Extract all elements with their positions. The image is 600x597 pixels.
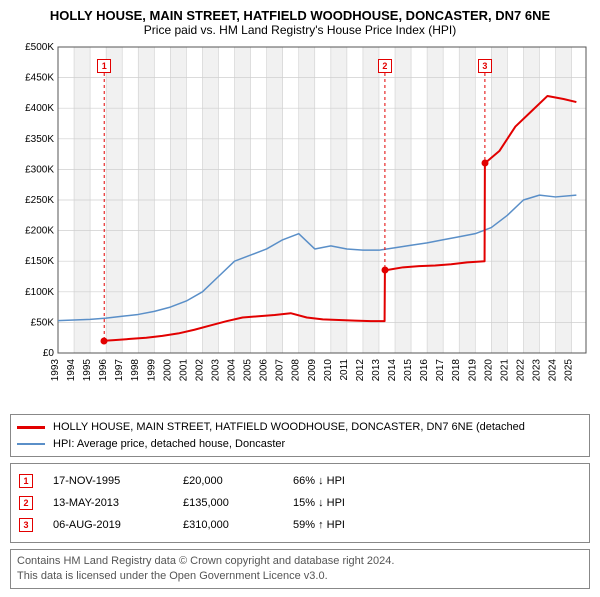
legend-swatch [17, 443, 45, 446]
svg-text:2017: 2017 [435, 359, 446, 382]
svg-text:£0: £0 [43, 348, 55, 359]
svg-text:£200K: £200K [25, 226, 54, 237]
svg-text:2022: 2022 [515, 359, 526, 382]
svg-text:2020: 2020 [483, 359, 494, 382]
table-row: 1 17-NOV-1995 £20,000 66% ↓ HPI [19, 470, 581, 492]
table-row: 3 06-AUG-2019 £310,000 59% ↑ HPI [19, 514, 581, 536]
svg-text:2008: 2008 [291, 359, 302, 382]
svg-text:2010: 2010 [323, 359, 334, 382]
svg-text:1996: 1996 [98, 359, 109, 382]
marker-box: 3 [478, 59, 492, 73]
transaction-date: 13-MAY-2013 [53, 492, 163, 514]
transaction-price: £135,000 [183, 492, 273, 514]
svg-text:1993: 1993 [50, 359, 61, 382]
transaction-price: £310,000 [183, 514, 273, 536]
transaction-marker: 2 [19, 496, 33, 510]
chart-subtitle: Price paid vs. HM Land Registry's House … [10, 23, 590, 37]
svg-text:£350K: £350K [25, 134, 54, 145]
transaction-date: 17-NOV-1995 [53, 470, 163, 492]
attribution-footer: Contains HM Land Registry data © Crown c… [10, 549, 590, 589]
transaction-delta: 15% ↓ HPI [293, 492, 403, 514]
svg-text:1999: 1999 [146, 359, 157, 382]
marker-dot [381, 267, 388, 274]
svg-text:2002: 2002 [194, 359, 205, 382]
svg-text:£100K: £100K [25, 287, 54, 298]
table-row: 2 13-MAY-2013 £135,000 15% ↓ HPI [19, 492, 581, 514]
price-chart: £0 £50K £100K £150K £200K £250K £300K £350K £400… [10, 43, 590, 408]
svg-text:£500K: £500K [25, 43, 54, 53]
transaction-delta: 66% ↓ HPI [293, 470, 403, 492]
svg-text:2011: 2011 [339, 359, 350, 381]
transaction-delta: 59% ↑ HPI [293, 514, 403, 536]
svg-text:2003: 2003 [210, 359, 221, 382]
svg-text:2001: 2001 [178, 359, 189, 382]
legend-box: HOLLY HOUSE, MAIN STREET, HATFIELD WOODH… [10, 414, 590, 457]
legend-label: HPI: Average price, detached house, Donc… [53, 436, 285, 453]
svg-text:£300K: £300K [25, 164, 54, 175]
svg-text:1994: 1994 [66, 359, 77, 382]
svg-text:2018: 2018 [451, 359, 462, 382]
footer-line: This data is licensed under the Open Gov… [17, 569, 583, 584]
legend-item: HPI: Average price, detached house, Donc… [17, 436, 583, 453]
svg-text:£150K: £150K [25, 256, 54, 267]
chart-title: HOLLY HOUSE, MAIN STREET, HATFIELD WOODH… [10, 8, 590, 23]
transaction-marker: 1 [19, 474, 33, 488]
svg-text:£400K: £400K [25, 103, 54, 114]
svg-text:2019: 2019 [467, 359, 478, 382]
marker-box: 1 [97, 59, 111, 73]
svg-text:£50K: £50K [31, 317, 55, 328]
svg-text:2000: 2000 [162, 359, 173, 382]
marker-dot [481, 160, 488, 167]
marker-box: 2 [378, 59, 392, 73]
svg-text:2015: 2015 [403, 359, 414, 382]
svg-text:2009: 2009 [307, 359, 318, 382]
svg-text:2007: 2007 [275, 359, 286, 382]
svg-text:1995: 1995 [82, 359, 93, 382]
svg-text:2004: 2004 [227, 359, 238, 382]
svg-text:2006: 2006 [259, 359, 270, 382]
svg-text:2005: 2005 [243, 359, 254, 382]
svg-text:2025: 2025 [564, 359, 575, 382]
svg-text:1997: 1997 [114, 359, 125, 382]
svg-text:2013: 2013 [371, 359, 382, 382]
footer-line: Contains HM Land Registry data © Crown c… [17, 554, 583, 569]
transactions-table: 1 17-NOV-1995 £20,000 66% ↓ HPI 2 13-MAY… [10, 463, 590, 543]
svg-text:2021: 2021 [499, 359, 510, 382]
svg-text:£450K: £450K [25, 73, 54, 84]
legend-label: HOLLY HOUSE, MAIN STREET, HATFIELD WOODH… [53, 419, 525, 436]
svg-text:2023: 2023 [531, 359, 542, 382]
transaction-price: £20,000 [183, 470, 273, 492]
svg-text:2024: 2024 [548, 359, 559, 382]
svg-text:£250K: £250K [25, 195, 54, 206]
transaction-marker: 3 [19, 518, 33, 532]
legend-swatch [17, 426, 45, 429]
legend-item: HOLLY HOUSE, MAIN STREET, HATFIELD WOODH… [17, 419, 583, 436]
marker-dot [101, 337, 108, 344]
svg-text:2014: 2014 [387, 359, 398, 382]
svg-text:1998: 1998 [130, 359, 141, 382]
svg-text:2012: 2012 [355, 359, 366, 382]
transaction-date: 06-AUG-2019 [53, 514, 163, 536]
svg-text:2016: 2016 [419, 359, 430, 382]
